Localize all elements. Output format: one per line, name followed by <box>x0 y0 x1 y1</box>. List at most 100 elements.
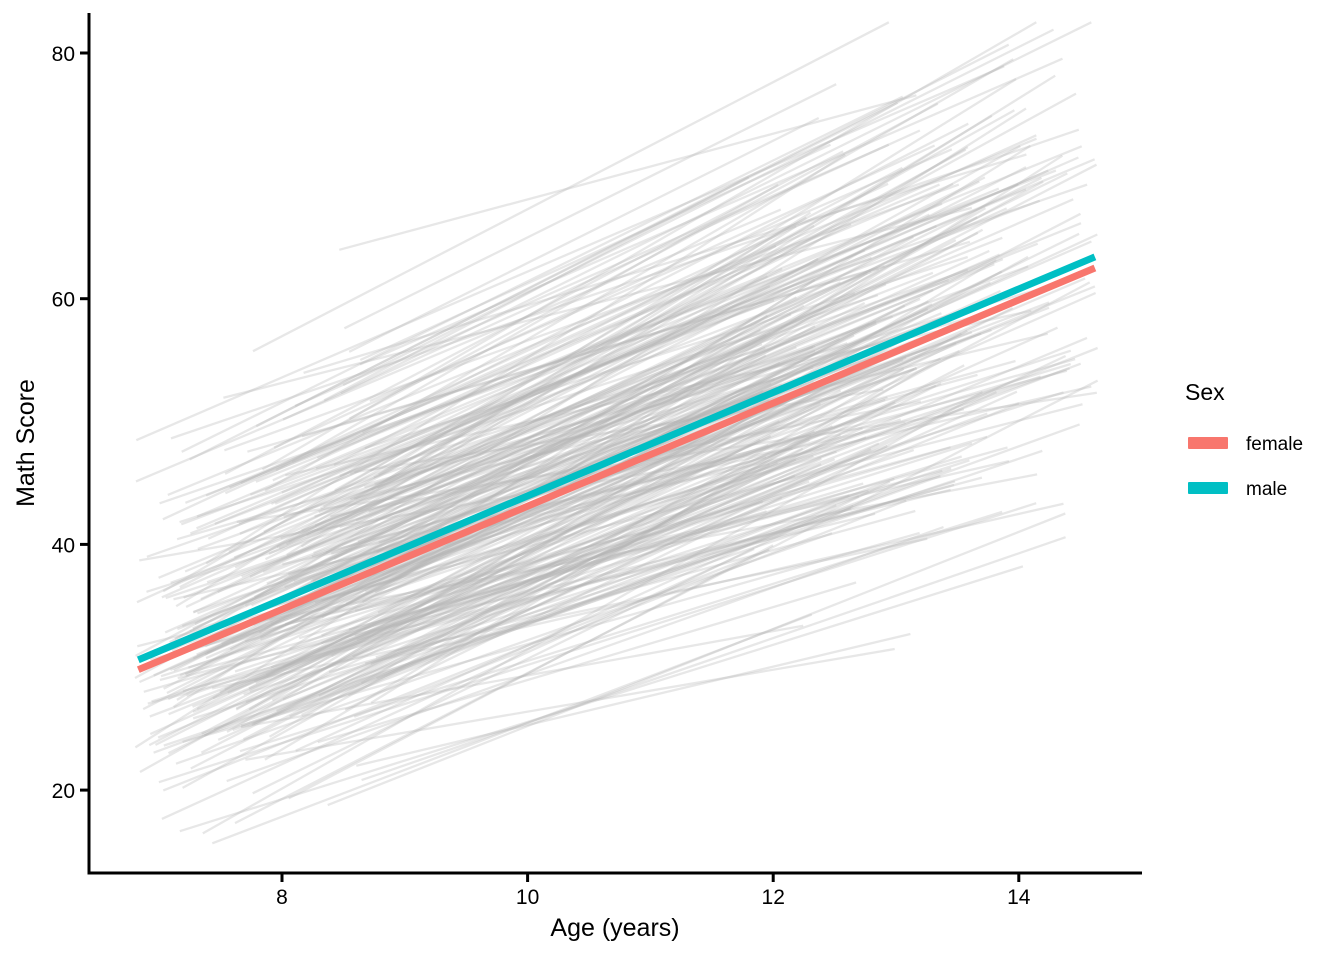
trajectory-line <box>162 216 807 593</box>
trajectory-line <box>369 347 766 472</box>
trajectory-line <box>188 367 1070 669</box>
trajectory-line <box>289 401 896 651</box>
trajectory-line <box>226 389 807 733</box>
trajectory-line <box>262 385 778 574</box>
trajectory-line <box>353 271 934 500</box>
trajectory-line <box>350 332 1048 501</box>
trajectory-line <box>301 258 1004 532</box>
trajectory-line <box>288 146 969 543</box>
trend-lines <box>136 253 1097 673</box>
trajectory-line <box>176 286 1044 541</box>
trajectory-line <box>153 494 850 754</box>
trajectory-line <box>313 253 1000 555</box>
trajectory-line <box>252 21 890 353</box>
trajectory-line <box>200 172 1068 601</box>
trajectory-line <box>361 122 969 434</box>
trajectory-line <box>196 202 943 518</box>
trajectory-line <box>135 208 782 483</box>
trajectory-line <box>370 281 1091 665</box>
trajectory-line <box>182 476 983 693</box>
legend-label-male: male <box>1246 479 1287 500</box>
trajectory-line <box>150 500 763 661</box>
trajectory-line <box>159 469 943 682</box>
trajectory-line <box>231 418 902 644</box>
trajectory-line <box>173 385 1092 601</box>
trajectory-line <box>295 504 837 752</box>
trajectory-line <box>242 364 965 741</box>
trajectory-line <box>282 129 921 421</box>
trajectory-line <box>239 307 929 628</box>
trajectory-line <box>184 329 761 573</box>
trajectory-line <box>348 102 939 420</box>
trajectory-line <box>205 153 846 565</box>
trajectory-line <box>284 281 991 589</box>
trajectory-line <box>189 101 899 461</box>
trajectory-line <box>240 473 1038 626</box>
trajectory-line <box>227 346 1099 694</box>
trajectory-line <box>328 509 916 674</box>
trajectory-line <box>163 375 1041 660</box>
trajectory-line <box>294 143 890 407</box>
trajectory-line <box>240 183 940 484</box>
trajectory-line <box>196 285 771 530</box>
trajectory-line <box>234 480 810 673</box>
trajectory-line <box>182 463 771 789</box>
trajectory-line <box>375 240 1092 554</box>
y-tick-label: 40 <box>52 534 75 557</box>
trajectory-line <box>327 512 1066 807</box>
trajectory-line <box>356 512 876 641</box>
trajectory-line <box>160 391 1064 678</box>
trajectory-line <box>270 350 960 624</box>
trajectory-line <box>364 255 969 450</box>
trajectory-line <box>224 150 844 475</box>
trajectory-line <box>349 156 1079 475</box>
trajectory-line <box>315 187 1000 470</box>
trajectory-line <box>343 83 837 330</box>
trajectory-line <box>207 213 930 540</box>
trajectory-line <box>240 349 1072 618</box>
trajectory-line <box>183 322 871 599</box>
trajectory-line <box>265 434 772 677</box>
trajectory-line <box>229 169 1057 489</box>
trajectory-line <box>180 199 1041 526</box>
trajectory-line <box>175 114 993 608</box>
trajectory-line <box>212 444 769 700</box>
trajectory-line <box>342 28 1055 387</box>
trajectory-line <box>162 548 770 792</box>
trajectory-line <box>235 396 786 711</box>
trajectory-line <box>193 367 918 613</box>
trajectory-line <box>354 388 884 474</box>
trajectory-line <box>235 447 804 710</box>
trajectory-line <box>205 182 954 497</box>
trajectory-line <box>200 438 811 754</box>
trajectory-line <box>318 382 942 697</box>
trajectory-line <box>355 289 934 522</box>
trajectory-line <box>146 268 969 558</box>
trajectory-line <box>184 183 1019 504</box>
trajectory-line <box>373 78 1017 479</box>
trajectory-line <box>168 461 778 716</box>
trajectory-line <box>211 613 813 845</box>
trajectory-line <box>289 495 860 718</box>
trajectory-line <box>293 357 1076 583</box>
trajectory-line <box>186 448 915 697</box>
trajectory-line <box>169 270 872 644</box>
trajectory-line <box>360 477 895 684</box>
trajectory-line <box>245 436 867 703</box>
trajectory-line <box>154 438 761 746</box>
trajectory-line <box>311 373 978 558</box>
trajectory-line <box>273 144 936 449</box>
trajectory-line <box>228 148 967 553</box>
trajectory-line <box>244 446 951 643</box>
trajectory-line <box>179 257 819 589</box>
trajectory-line <box>298 435 988 640</box>
trajectory-line <box>320 92 1077 510</box>
trajectory-line <box>238 249 866 525</box>
trajectory-line <box>224 244 777 495</box>
trajectory-line <box>333 166 903 466</box>
trajectory-line <box>214 188 1027 525</box>
trajectory-line <box>374 236 1003 485</box>
trajectory-line <box>217 302 983 593</box>
trajectory-line <box>347 354 1067 697</box>
